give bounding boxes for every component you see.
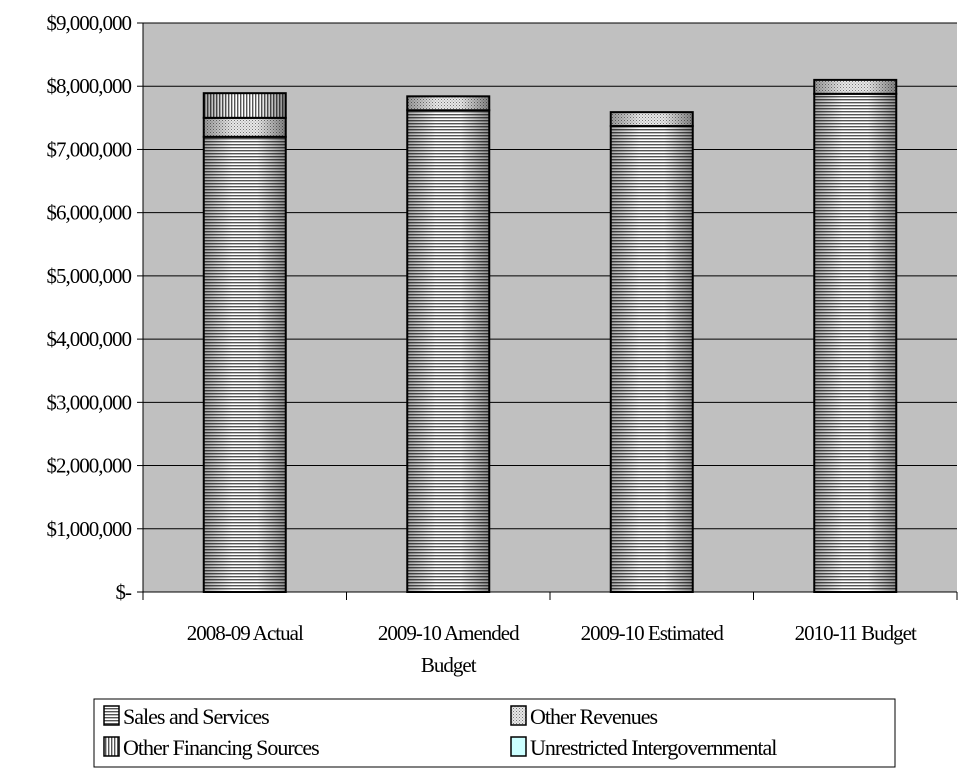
bar-other-financing-sources-shade (203, 93, 286, 118)
y-tick-label: $5,000,000 (47, 264, 132, 288)
legend-other-financing-sources-swatch (103, 736, 120, 757)
bar-other-revenues-shade (814, 79, 897, 94)
bar-sales-and-services-shade (407, 110, 490, 592)
bars (202, 78, 898, 594)
legend-unrestricted-intergovernmental-label: Unrestricted Intergovernmental (530, 735, 777, 760)
y-tick-label: $7,000,000 (47, 137, 132, 161)
y-tick-label: $1,000,000 (47, 517, 132, 541)
legend-box (93, 698, 896, 768)
y-tick-label: $2,000,000 (47, 454, 132, 478)
bar-other-revenues-shade (407, 96, 490, 111)
bar-sales-and-services-shade (203, 136, 286, 593)
x-tick-label: 2010-11 Budget (795, 621, 917, 645)
legend-other-revenues-swatch (510, 705, 527, 726)
bar-other-revenues-shade (203, 117, 286, 137)
legend: Sales and Services Other Revenues Other Fi… (93, 698, 896, 768)
legend-unrestricted-intergovernmental-swatch (510, 736, 527, 757)
y-tick-label: $- (116, 580, 133, 604)
legend-sales-and-services-label: Sales and Services (123, 704, 269, 729)
x-tick-label: 2009-10 Amended (378, 621, 520, 645)
y-tick-label: $4,000,000 (47, 327, 132, 351)
bar-sales-and-services-shade (814, 93, 897, 592)
bar-other-revenues-shade (610, 112, 693, 127)
x-tick-label: Budget (421, 653, 477, 677)
legend-other-revenues-label: Other Revenues (530, 704, 658, 729)
y-tick-label: $6,000,000 (47, 201, 132, 225)
x-tick-label: 2008-09 Actual (187, 621, 304, 645)
x-axis: 2008-09 Actual 2009-10 Amended Budget 2009-… (142, 591, 958, 677)
legend-sales-and-services-swatch (103, 705, 120, 726)
y-axis: $- $1,000,000 $2,000,000 $3,000,000 $4,000,0… (47, 11, 144, 604)
y-tick-label: $3,000,000 (47, 390, 132, 414)
x-tick-label: 2009-10 Estimated (581, 621, 725, 645)
bar-sales-and-services-shade (610, 126, 693, 593)
y-tick-label: $9,000,000 (47, 11, 132, 35)
y-tick-label: $8,000,000 (47, 74, 132, 98)
legend-other-financing-sources-label: Other Financing Sources (123, 735, 319, 760)
